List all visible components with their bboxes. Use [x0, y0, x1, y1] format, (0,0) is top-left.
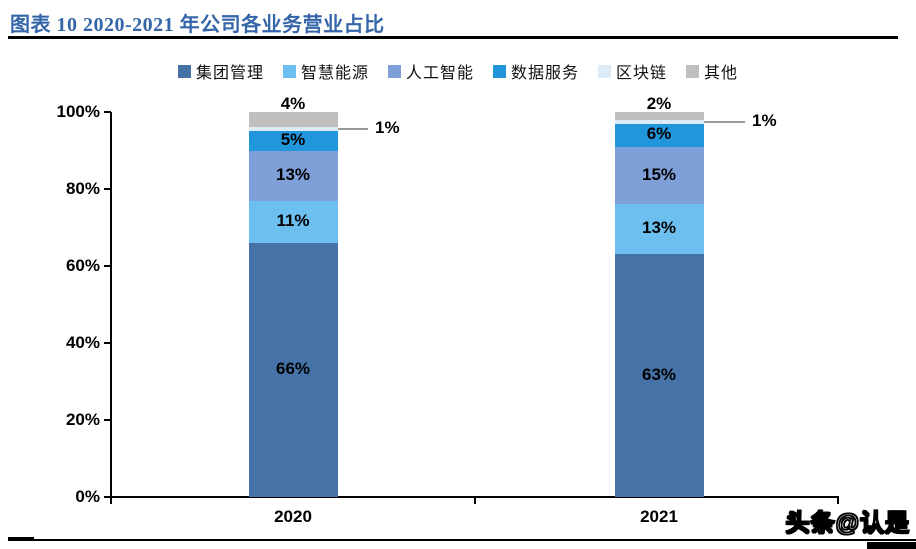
bar-segment-区块链	[614, 119, 704, 124]
bar-segment-集团管理	[248, 242, 338, 497]
callout-leader-line	[703, 120, 745, 123]
y-axis-tick-label: 20%	[65, 410, 100, 429]
segment-value-label: 13%	[275, 164, 311, 184]
chart-title: 图表 10 2020-2021 年公司各业务营业占比	[10, 14, 385, 36]
legend-label: 其他	[704, 65, 739, 82]
footer-corner-block	[867, 542, 916, 549]
x-axis-tick	[474, 497, 476, 504]
bar-segment-其他	[248, 112, 338, 128]
y-axis-tick-label: 80%	[65, 179, 100, 198]
segment-value-label: 66%	[275, 358, 311, 378]
x-axis-category-label: 2021	[640, 507, 678, 526]
y-axis-tick-label: 60%	[65, 256, 100, 275]
toutiao-watermark: 头条@认是	[785, 509, 910, 537]
legend-swatch-icon	[387, 64, 401, 78]
legend-swatch-icon	[177, 64, 191, 78]
y-axis-tick	[104, 342, 111, 344]
legend-item-5: 其他	[686, 59, 738, 83]
footer-rule	[8, 539, 916, 541]
segment-value-label-above: 2%	[646, 94, 672, 113]
segment-value-label: 6%	[646, 124, 672, 144]
bar-segment-智慧能源	[614, 204, 704, 255]
y-axis-tick	[104, 111, 111, 113]
segment-value-label: 13%	[641, 218, 677, 238]
y-axis-tick-label: 40%	[65, 333, 100, 352]
bar-segment-其他	[614, 112, 704, 120]
x-axis-tick	[110, 497, 112, 504]
y-axis-line	[110, 112, 112, 499]
y-axis-tick	[104, 188, 111, 190]
segment-value-label-above: 4%	[280, 94, 306, 113]
y-axis-tick	[104, 419, 111, 421]
bar-segment-数据服务	[248, 131, 338, 151]
legend-label: 智慧能源	[300, 65, 369, 82]
legend-item-4: 区块链	[598, 59, 667, 83]
segment-value-label: 5%	[280, 129, 306, 149]
legend-label: 数据服务	[511, 65, 580, 82]
chart-legend: 集团管理 智慧能源 人工智能 数据服务 区块链 其他	[0, 60, 916, 82]
legend-item-0: 集团管理	[177, 59, 264, 83]
legend-item-3: 数据服务	[493, 59, 579, 83]
bar-segment-人工智能	[248, 150, 338, 201]
legend-swatch-icon	[686, 64, 700, 78]
bar-segment-数据服务	[614, 123, 704, 147]
callout-leader-line	[337, 128, 368, 131]
segment-value-label: 15%	[641, 164, 677, 184]
segment-value-callout-label: 1%	[375, 118, 400, 138]
legend-swatch-icon	[598, 64, 612, 78]
segment-value-callout-label: 1%	[752, 110, 777, 130]
bar-segment-集团管理	[614, 254, 704, 497]
x-axis-category-label: 2020	[274, 507, 312, 526]
bar-segment-智慧能源	[248, 200, 338, 243]
legend-label: 人工智能	[405, 65, 474, 82]
legend-item-2: 人工智能	[387, 59, 474, 83]
y-axis-tick	[104, 265, 111, 267]
y-axis-tick	[104, 496, 111, 498]
bar-segment-区块链	[248, 127, 338, 132]
legend-label: 集团管理	[195, 65, 264, 82]
legend-item-1: 智慧能源	[282, 59, 369, 83]
legend-label: 区块链	[616, 65, 668, 82]
segment-value-label: 63%	[641, 364, 677, 384]
title-underline-rule	[8, 36, 898, 39]
x-axis-tick	[837, 497, 839, 504]
legend-swatch-icon	[493, 64, 506, 78]
y-axis-tick-label: 0%	[75, 487, 100, 506]
legend-swatch-icon	[282, 64, 296, 78]
bar-segment-人工智能	[614, 146, 704, 205]
y-axis-tick-label: 100%	[56, 102, 100, 121]
segment-value-label: 11%	[276, 210, 310, 230]
